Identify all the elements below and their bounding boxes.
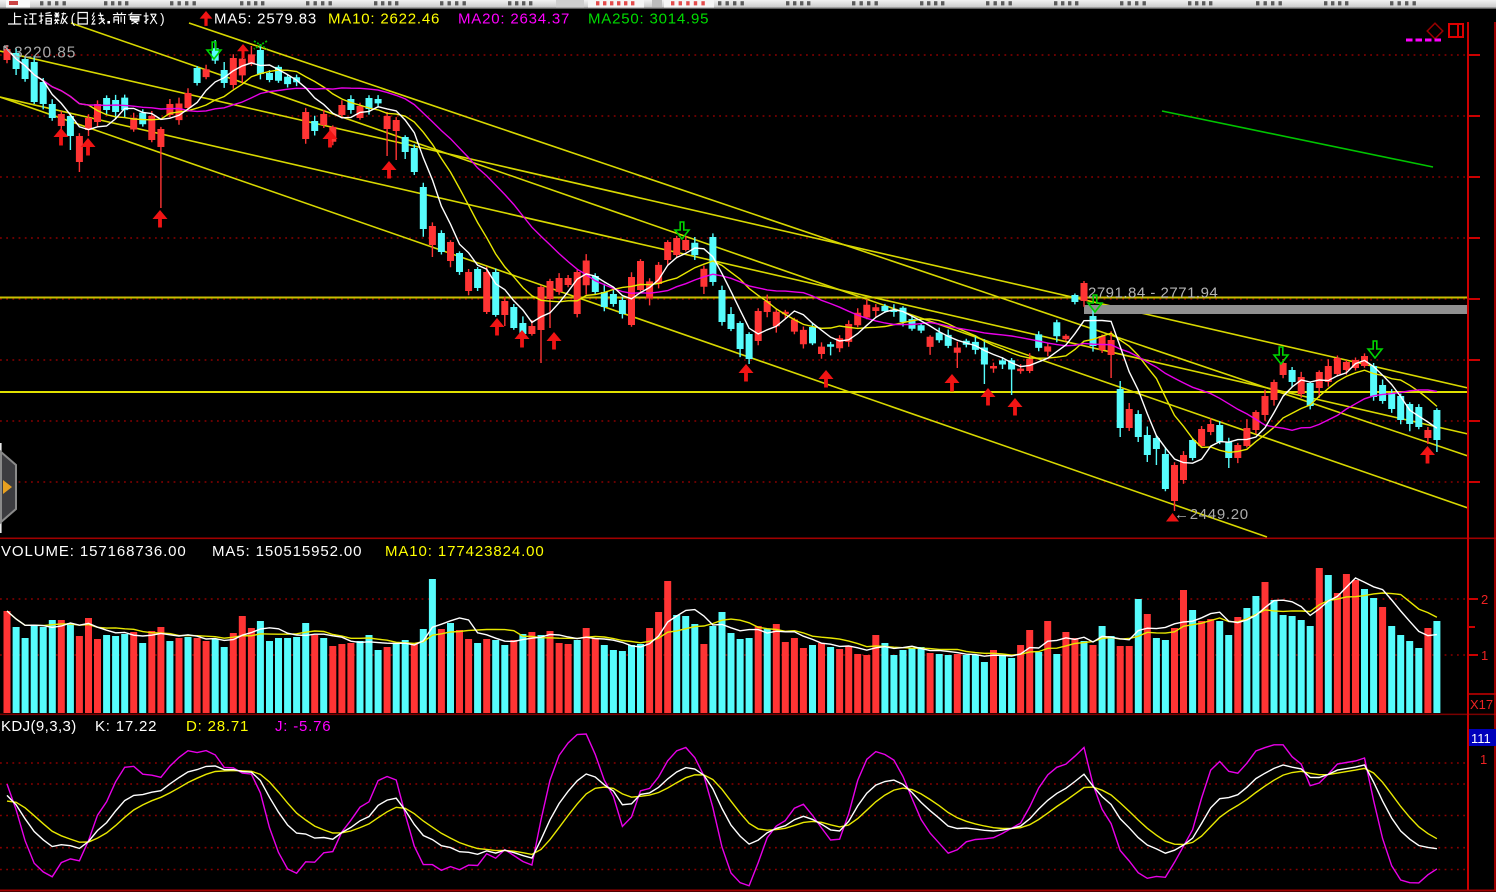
svg-text:K: 17.22: K: 17.22 [95, 718, 157, 735]
svg-text:←2449.20: ←2449.20 [1174, 506, 1249, 523]
svg-text:111: 111 [1471, 731, 1491, 746]
svg-text:1: 1 [1481, 648, 1488, 663]
svg-text:MA10: 177423824.00: MA10: 177423824.00 [385, 543, 545, 560]
svg-text:VOLUME: 157168736.00: VOLUME: 157168736.00 [1, 543, 187, 560]
svg-text:MA5: 2579.83: MA5: 2579.83 [214, 11, 317, 28]
svg-text:D: 28.71: D: 28.71 [186, 718, 249, 735]
svg-text:MA10: 2622.46: MA10: 2622.46 [328, 11, 440, 28]
svg-text:): ) [160, 11, 165, 26]
svg-text:X17: X17 [1470, 697, 1493, 712]
svg-text:3220.85: 3220.85 [14, 45, 76, 62]
svg-text:KDJ(9,3,3): KDJ(9,3,3) [1, 718, 77, 735]
svg-text:2791.84 - 2771.94: 2791.84 - 2771.94 [1088, 285, 1218, 302]
svg-text:MA20: 2634.37: MA20: 2634.37 [458, 11, 570, 28]
svg-text:MA5: 150515952.00: MA5: 150515952.00 [212, 543, 362, 560]
svg-text:J: -5.76: J: -5.76 [275, 718, 331, 735]
svg-text:1: 1 [1480, 752, 1487, 767]
svg-text:MA250: 3014.95: MA250: 3014.95 [588, 11, 709, 28]
svg-text:(: ( [71, 11, 76, 26]
svg-text:2: 2 [1481, 592, 1488, 607]
